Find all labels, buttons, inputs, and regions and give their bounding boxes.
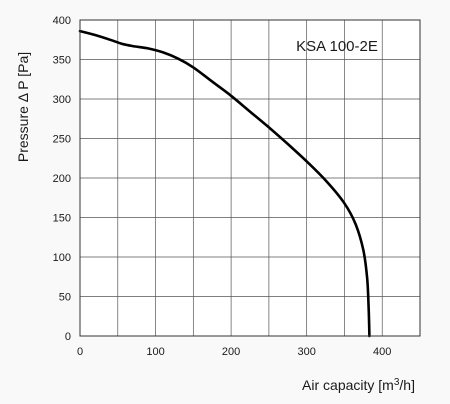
x-tick-label: 300 [297, 346, 315, 358]
chart-title: KSA 100-2E [296, 38, 378, 55]
x-tick-label: 400 [373, 346, 391, 358]
x-tick-label: 200 [222, 346, 240, 358]
y-axis-label: Pressure Δ P [Pa] [15, 52, 31, 162]
y-tick-label: 200 [53, 173, 71, 185]
y-tick-label: 100 [53, 252, 71, 264]
y-tick-label: 250 [53, 134, 71, 146]
x-axis-label-end: /h] [399, 377, 415, 393]
y-tick-label: 350 [53, 55, 71, 67]
y-tick-label: 0 [65, 331, 71, 343]
x-tick-label: 100 [146, 346, 164, 358]
x-axis-label-sup: 3 [394, 377, 400, 388]
x-axis-label: Air capacity [m3/h] [302, 377, 415, 393]
y-tick-label: 300 [53, 94, 71, 106]
x-axis-label-main: Air capacity [m [302, 377, 394, 393]
x-tick-label: 0 [77, 346, 83, 358]
plot-frame [79, 19, 421, 337]
y-tick-label: 150 [53, 213, 71, 225]
y-tick-label: 50 [59, 292, 71, 304]
y-tick-label: 400 [53, 15, 71, 27]
tick-labels: 0 100 200 300 400 0 50 100 150 200 250 300 350 400 [53, 15, 392, 358]
performance-curve [78, 29, 371, 338]
